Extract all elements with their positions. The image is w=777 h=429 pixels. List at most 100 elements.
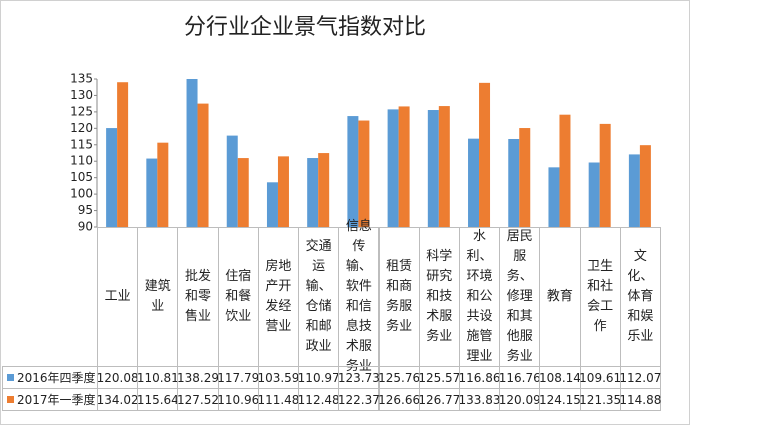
- bar: [628, 154, 640, 227]
- bar: [468, 138, 480, 227]
- category-cell: 住宿和餐饮业: [217, 227, 259, 367]
- table-cell: 116.76: [499, 366, 541, 389]
- table-cell: 109.61: [579, 366, 621, 389]
- category-cell: 工业: [97, 227, 139, 367]
- table-cell: 126.66: [378, 388, 420, 411]
- legend-cell: 2016年四季度: [2, 366, 98, 389]
- category-cell: 文化、体育和娱乐业: [619, 227, 661, 367]
- category-cell: 建筑业: [137, 227, 179, 367]
- bar: [427, 110, 439, 227]
- x-tick-label: 文化、体育和娱乐业: [627, 249, 654, 344]
- category-cell: 居民服务、修理和其他服务业: [499, 227, 541, 367]
- x-tick-label: 科学研究和技术服务业: [426, 249, 453, 344]
- x-tick-label: 租赁和商务服务业: [386, 259, 413, 334]
- y-tick-label: 135: [70, 72, 93, 86]
- legend-swatch: [7, 374, 14, 381]
- table-cell: 103.59: [257, 366, 299, 389]
- table-cell: 127.52: [177, 388, 219, 411]
- category-cell: 教育: [539, 227, 581, 367]
- bar: [117, 82, 129, 227]
- legend-cell: 2017年一季度: [2, 388, 98, 411]
- x-tick-label: 教育: [546, 289, 573, 304]
- table-cell: 112.48: [298, 388, 340, 411]
- bar: [197, 103, 209, 227]
- y-tick-label: 120: [70, 121, 93, 135]
- table-cell: 115.64: [137, 388, 179, 411]
- table-cell: 125.57: [418, 366, 460, 389]
- bar: [639, 145, 651, 227]
- table-cell: 114.88: [619, 388, 661, 411]
- x-tick-label: 建筑业: [144, 279, 171, 314]
- bar: [559, 114, 571, 227]
- table-cell: 120.09: [499, 388, 541, 411]
- table-cell: 138.29: [177, 366, 219, 389]
- y-tick-label: 125: [70, 104, 93, 118]
- bar: [237, 158, 249, 227]
- y-tick-label: 130: [70, 88, 93, 102]
- table-cell: 125.76: [378, 366, 420, 389]
- bars: [106, 79, 651, 227]
- legend-swatch: [7, 396, 14, 403]
- bar: [588, 162, 600, 227]
- table-cell: 124.15: [539, 388, 581, 411]
- bar: [277, 156, 289, 227]
- bar: [186, 79, 198, 227]
- table-cell: 121.35: [579, 388, 621, 411]
- x-tick-label: 居民服务、修理和其他服务业: [506, 229, 533, 364]
- x-tick-label: 交通运输、仓储和邮政业: [305, 239, 332, 354]
- table-cell: 108.14: [539, 366, 581, 389]
- bar: [106, 128, 118, 227]
- frame: [0, 0, 690, 425]
- bar: [347, 116, 359, 227]
- y-tick-label: 95: [78, 203, 93, 217]
- y-tick-label: 105: [70, 170, 93, 184]
- bar: [358, 120, 370, 227]
- bar: [387, 109, 399, 227]
- y-tick-label: 115: [70, 137, 93, 151]
- category-cell: 租赁和商务服务业: [378, 227, 420, 367]
- table-cell: 120.08: [97, 366, 139, 389]
- table-cell: 111.48: [257, 388, 299, 411]
- x-tick-label: 信息传输、软件和信息技术服务业: [345, 219, 372, 374]
- x-tick-label: 批发和零售业: [185, 269, 212, 324]
- x-tick-label: 房地产开发经营业: [265, 259, 292, 334]
- category-cell: 卫生和社会工作: [579, 227, 621, 367]
- bar: [438, 106, 450, 227]
- category-cell: 科学研究和技术服务业: [418, 227, 460, 367]
- bar: [157, 142, 169, 227]
- x-tick-label: 工业: [104, 289, 131, 304]
- table-cell: 122.37: [338, 388, 380, 411]
- bar: [266, 182, 278, 227]
- bar: [508, 138, 520, 227]
- x-tick-label: 卫生和社会工作: [587, 259, 614, 334]
- legend-label: 2017年一季度: [17, 393, 96, 407]
- x-tick-label: 住宿和餐饮业: [225, 269, 252, 324]
- table-cell: 126.77: [418, 388, 460, 411]
- table-cell: 110.97: [298, 366, 340, 389]
- bar: [479, 82, 491, 227]
- legend-label: 2016年四季度: [17, 371, 96, 385]
- category-cell: 信息传输、软件和信息技术服务业: [338, 219, 380, 374]
- bar: [318, 153, 330, 227]
- bar: [548, 167, 560, 227]
- table-cell: 133.83: [459, 388, 501, 411]
- table-cell: 116.86: [459, 366, 501, 389]
- y-tick-label: 90: [78, 220, 93, 234]
- bar: [307, 158, 319, 227]
- chart-title: 分行业企业景气指数对比: [184, 15, 426, 40]
- bar: [226, 135, 238, 227]
- category-cell: 房地产开发经营业: [257, 227, 300, 367]
- bar: [519, 128, 531, 227]
- table-cell: 110.96: [217, 388, 259, 411]
- bar: [146, 158, 158, 227]
- bar: [398, 106, 410, 227]
- y-tick-label: 100: [70, 187, 93, 201]
- x-tick-label: 水利、环境和公共设施管理业: [466, 229, 493, 364]
- table-cell: 134.02: [97, 388, 139, 411]
- y-tick-label: 110: [70, 154, 93, 168]
- table-cell: 110.81: [137, 366, 179, 389]
- bar: [599, 123, 611, 227]
- table-cell: 112.07: [619, 366, 661, 389]
